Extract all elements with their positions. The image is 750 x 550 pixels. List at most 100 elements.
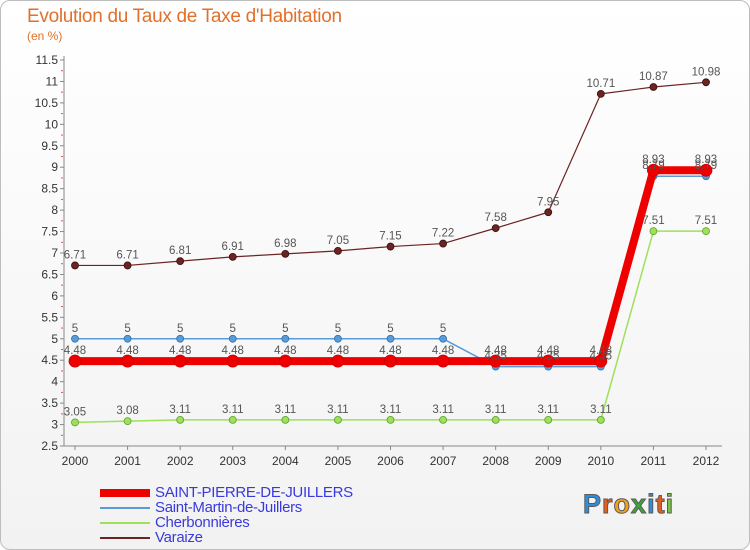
x-tick-label: 2011 (641, 454, 667, 468)
x-tick-label: 2008 (482, 454, 509, 468)
y-tick-label: 11 (46, 74, 59, 88)
data-point (489, 354, 503, 368)
y-tick-label: 10.5 (35, 96, 59, 110)
data-point (281, 249, 290, 258)
data-point (176, 334, 185, 343)
data-label: 3.11 (275, 404, 297, 416)
data-label: 5 (440, 323, 446, 335)
legend-swatch (100, 507, 150, 509)
data-point (71, 261, 79, 270)
data-label: 10.87 (639, 71, 668, 83)
x-tick-label: 2004 (272, 454, 299, 468)
data-label: 7.58 (484, 212, 506, 224)
legend-swatch (100, 522, 150, 524)
y-tick-label: 9 (51, 160, 58, 174)
data-label: 4.48 (327, 345, 349, 357)
y-tick-label: 4.5 (41, 353, 58, 367)
data-point (281, 415, 290, 424)
data-point (649, 227, 658, 236)
data-point (596, 89, 605, 98)
y-tick-label: 9.5 (41, 139, 58, 153)
data-label: 4.48 (222, 345, 244, 357)
data-point (386, 334, 395, 343)
data-point (281, 334, 290, 343)
data-point (544, 415, 553, 424)
data-label: 6.98 (274, 238, 296, 250)
data-point (702, 78, 710, 87)
data-point (594, 354, 608, 368)
x-tick-label: 2006 (377, 454, 404, 468)
chart-title: Evolution du Taux de Taxe d'Habitation (27, 6, 342, 27)
data-label: 3.11 (590, 404, 612, 416)
data-label: 8.93 (642, 154, 664, 166)
data-label: 3.11 (432, 404, 454, 416)
data-label: 4.48 (537, 345, 559, 357)
data-point (334, 415, 342, 424)
data-point (491, 224, 500, 233)
data-point (68, 354, 82, 368)
data-label: 7.51 (695, 215, 717, 227)
data-point (439, 415, 447, 424)
y-tick-label: 3.5 (41, 396, 58, 410)
logo-letter: t (655, 489, 666, 520)
data-point (226, 354, 240, 368)
logo-letter: P (582, 489, 603, 520)
y-tick-label: 7 (51, 246, 58, 260)
data-point (386, 242, 395, 251)
data-label: 6.71 (116, 249, 138, 261)
data-label: 3.08 (116, 405, 138, 417)
data-point (334, 246, 342, 255)
data-label: 3.11 (327, 404, 349, 416)
legend-swatch (100, 537, 150, 539)
y-tick-label: 7.5 (41, 225, 58, 239)
data-point (71, 334, 79, 343)
y-tick-label: 4 (51, 375, 58, 389)
data-point (596, 415, 605, 424)
y-tick-label: 8.5 (41, 182, 58, 196)
data-point (228, 252, 237, 261)
legend-label: SAINT-PIERRE-DE-JUILLERS (155, 484, 353, 501)
y-tick-label: 5 (51, 332, 58, 346)
data-point (384, 354, 397, 368)
data-point (699, 163, 713, 177)
data-label: 6.91 (222, 241, 244, 253)
y-tick-label: 3 (51, 418, 58, 432)
data-label: 10.71 (586, 78, 615, 90)
x-tick-label: 2002 (167, 454, 194, 468)
y-tick-label: 11.5 (36, 53, 59, 67)
data-label: 8.93 (695, 154, 717, 166)
data-label: 7.22 (432, 228, 454, 240)
logo-letter: r (602, 489, 614, 520)
data-point (702, 227, 710, 236)
data-label: 4.48 (116, 345, 138, 357)
data-label: 7.05 (327, 235, 349, 247)
data-label: 4.48 (484, 345, 506, 357)
data-label: 6.81 (169, 245, 191, 257)
y-tick-label: 5.5 (41, 310, 58, 324)
data-label: 5 (335, 323, 341, 335)
data-label: 5 (282, 323, 288, 335)
y-tick-label: 8 (51, 203, 58, 217)
data-label: 3.11 (222, 404, 244, 416)
data-point (491, 415, 500, 424)
data-point (71, 418, 79, 427)
data-point (123, 261, 132, 270)
x-tick-label: 2010 (587, 454, 614, 468)
legend-label: Cherbonnières (155, 514, 250, 531)
data-point (278, 354, 292, 368)
data-label: 4.35 (537, 351, 559, 363)
data-point (176, 415, 185, 424)
data-point (647, 163, 660, 177)
data-point (436, 354, 450, 368)
x-tick-label: 2000 (62, 454, 89, 468)
data-point (541, 354, 555, 368)
data-point (334, 334, 342, 343)
data-label: 10.98 (692, 66, 721, 78)
data-label: 3.11 (485, 404, 507, 416)
data-label: 4.48 (274, 345, 296, 357)
data-label: 7.51 (642, 215, 664, 227)
data-point (123, 334, 132, 343)
data-point (228, 334, 237, 343)
data-point (176, 257, 185, 266)
